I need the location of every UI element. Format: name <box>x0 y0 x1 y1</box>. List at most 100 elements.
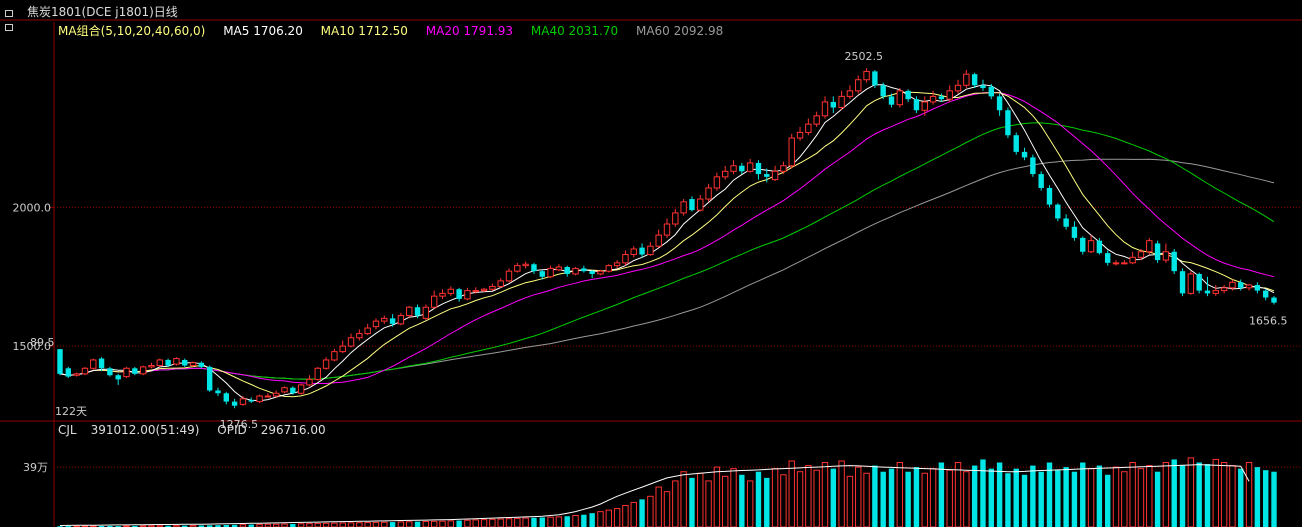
candle-body <box>364 327 371 335</box>
axis-labels: 2000.0 1500.0 39万 2502.5 1276.5 1656.5 89.5 122… <box>13 50 1288 474</box>
candle-body <box>239 398 247 405</box>
candle-body <box>888 96 895 105</box>
volume-bar <box>921 472 928 527</box>
candle-body <box>905 90 911 100</box>
volume-bar <box>1104 474 1111 527</box>
volume-bar <box>896 462 904 527</box>
candle-body <box>223 393 230 402</box>
candle-body <box>256 395 263 403</box>
candle-body <box>456 289 462 299</box>
candle-body <box>1179 271 1186 294</box>
candle-body <box>838 95 845 108</box>
volume-bar <box>722 475 729 527</box>
candle-body <box>497 280 504 287</box>
candle-body <box>81 367 89 375</box>
volume-bar <box>880 471 886 527</box>
candle-body <box>173 358 180 365</box>
volume-bar <box>397 521 405 527</box>
candle-body <box>1146 240 1153 253</box>
candle-body <box>189 362 197 367</box>
candle-body <box>1154 243 1161 261</box>
opid-value: 296716.00 <box>260 423 326 437</box>
candle-body <box>963 73 970 86</box>
volume-bar <box>888 468 895 527</box>
volume-bar <box>531 517 537 527</box>
candle-body <box>771 170 779 181</box>
volume-bar <box>863 472 870 527</box>
volume-bar <box>1229 465 1236 527</box>
price-tick-label: 1500.0 <box>13 340 52 353</box>
volume-bar <box>830 468 837 527</box>
volume-bar <box>613 508 621 527</box>
volume-bar <box>1055 470 1061 527</box>
candle-body <box>1238 282 1244 288</box>
window-menu-icon[interactable] <box>5 6 21 31</box>
candle-body <box>322 359 330 369</box>
ma20-legend: MA20 1791.93 <box>425 24 514 38</box>
candle-body <box>689 199 695 211</box>
volume-bar <box>223 525 230 527</box>
volume-bar <box>589 513 595 527</box>
volume-bar <box>1238 468 1244 527</box>
low-annotation: 1276.5 <box>220 418 259 431</box>
candle-body <box>297 384 305 394</box>
volume-bar <box>206 525 213 527</box>
ma40-legend: MA40 2031.70 <box>530 24 619 38</box>
opid-label: OPID <box>217 423 247 437</box>
candle-body <box>290 387 296 394</box>
candle-body <box>389 318 396 324</box>
candle-body <box>1055 204 1061 219</box>
volume-bar <box>356 522 363 527</box>
candle-body <box>730 165 737 172</box>
candle-body <box>788 137 795 167</box>
candle-body <box>1171 251 1177 272</box>
volume-bar <box>697 472 704 527</box>
candle-body <box>605 265 612 272</box>
candle-body <box>1021 151 1028 158</box>
volume-bar <box>389 522 396 527</box>
candle-body <box>622 254 629 264</box>
candle-body <box>764 174 770 177</box>
candle-body <box>780 165 787 172</box>
volume-bar <box>963 471 970 527</box>
candle-body <box>746 162 754 172</box>
volume-bar <box>314 522 321 527</box>
candle-body <box>929 95 937 103</box>
volume-bar <box>1121 471 1128 527</box>
candle-body <box>1104 253 1111 263</box>
candle-body <box>123 367 130 378</box>
candle-body <box>639 247 645 255</box>
candle-body <box>863 70 870 81</box>
volume-bar <box>788 460 795 527</box>
candle-body <box>946 90 953 100</box>
volume-bar <box>1179 465 1186 527</box>
volume-bar <box>1063 467 1069 527</box>
volume-bar <box>1005 473 1011 527</box>
candle-body <box>855 79 862 92</box>
candle-body <box>1271 297 1277 303</box>
candle-body <box>613 262 621 267</box>
volume-bar <box>189 525 197 527</box>
volume-bar <box>755 471 762 527</box>
candle-body <box>272 392 280 397</box>
volume-bar <box>1196 462 1202 527</box>
volume-bar <box>1087 468 1095 527</box>
ma-group-label[interactable]: MA组合(5,10,20,40,60,0) <box>58 24 206 38</box>
volume-bar <box>680 471 687 527</box>
candle-body <box>697 198 704 211</box>
candle-body <box>980 85 986 89</box>
cjl-label[interactable]: CJL <box>58 423 77 437</box>
volume-bar <box>173 525 180 527</box>
volume-bar <box>805 465 812 527</box>
volume-bar <box>439 520 446 527</box>
volume-bar <box>746 480 754 527</box>
open-interest-line <box>59 464 1250 526</box>
volume-bar <box>1171 459 1177 527</box>
last-annotation: 1656.5 <box>1249 314 1288 327</box>
volume-bar <box>946 469 953 527</box>
volume-bar <box>838 460 845 527</box>
volume-bar <box>938 462 945 527</box>
candle-body <box>996 96 1003 111</box>
candle-body <box>647 245 654 256</box>
